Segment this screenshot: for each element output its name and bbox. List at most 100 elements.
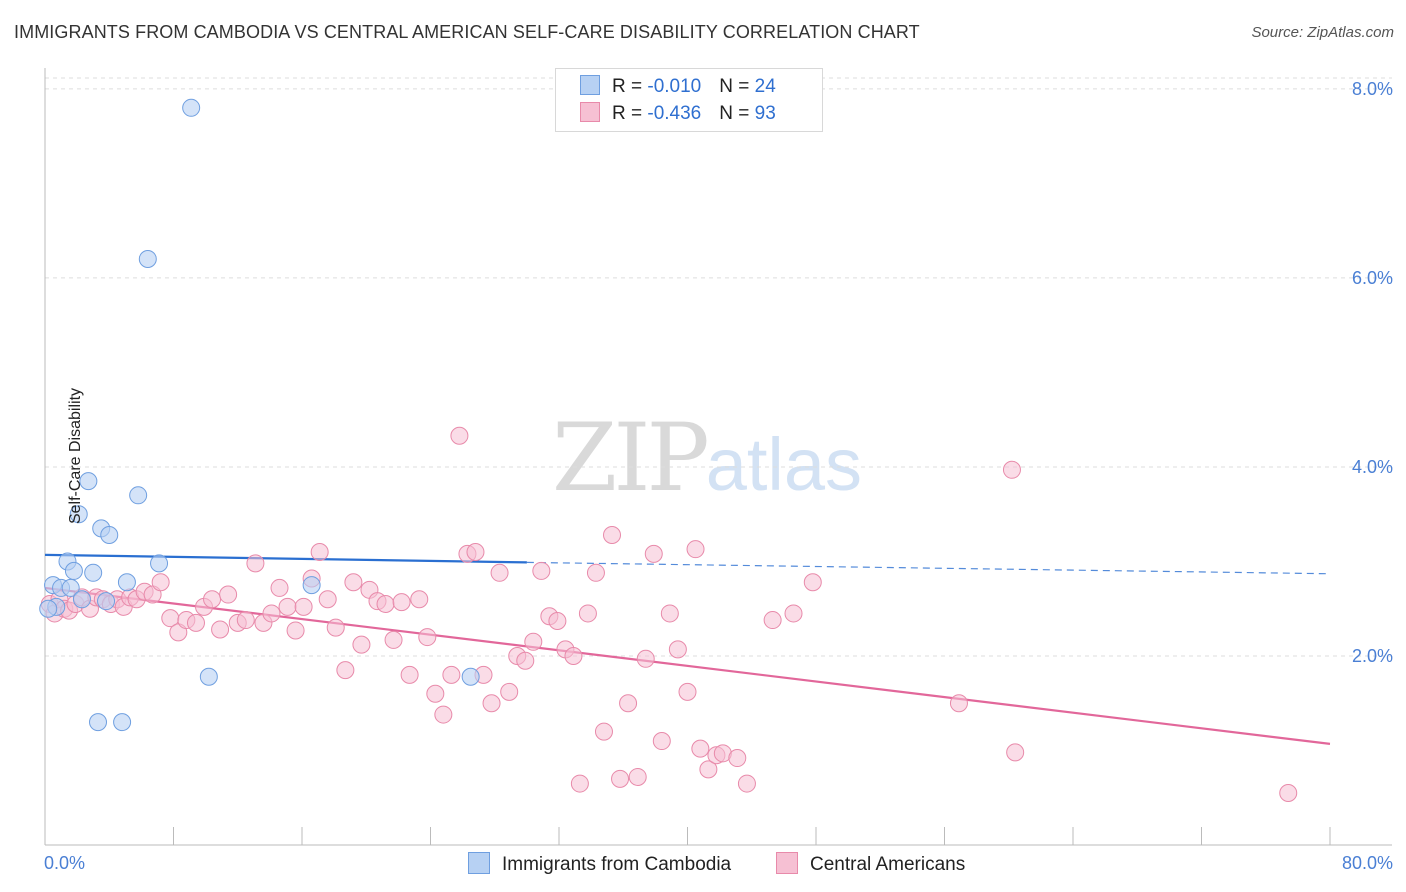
tick-labels: 2.0% 4.0% 6.0% 8.0% 0.0% 80.0% xyxy=(44,79,1393,873)
point-central-americans xyxy=(570,774,589,793)
legend-r-value: -0.436 xyxy=(647,103,702,124)
y-tick-label: 4.0% xyxy=(1352,457,1393,477)
point-central-americans xyxy=(336,661,355,680)
point-central-americans xyxy=(1002,460,1021,479)
point-central-americans xyxy=(763,611,782,630)
point-cambodia xyxy=(100,526,119,544)
trend-line-central-americans xyxy=(44,586,1331,745)
point-central-americans xyxy=(426,684,445,703)
point-cambodia xyxy=(61,578,80,597)
legend-label-cambodia: Immigrants from Cambodia xyxy=(502,854,732,875)
legend-n-label: N = xyxy=(719,103,755,124)
point-central-americans xyxy=(270,578,289,597)
point-central-americans xyxy=(586,563,605,582)
point-central-americans xyxy=(619,694,638,713)
point-cambodia xyxy=(182,98,201,117)
point-central-americans xyxy=(668,640,687,659)
legend-item-central-americans: Central Americans xyxy=(776,852,965,876)
point-central-americans xyxy=(352,635,371,654)
point-cambodia xyxy=(64,561,83,580)
point-cambodia xyxy=(39,599,58,618)
x-tick-label: 80.0% xyxy=(1342,853,1393,873)
point-cambodia xyxy=(89,713,108,732)
point-central-americans xyxy=(803,573,822,592)
point-central-americans xyxy=(652,732,671,751)
legend-r-label: R = xyxy=(612,76,648,97)
chart-title: IMMIGRANTS FROM CAMBODIA VS CENTRAL AMER… xyxy=(14,22,920,42)
legend-row-cambodia: R = -0.010 N = 24 xyxy=(580,75,776,101)
legend-n-label: N = xyxy=(719,76,755,97)
point-central-americans xyxy=(490,563,509,582)
point-central-americans xyxy=(728,749,747,768)
legend-r-label: R = xyxy=(612,103,648,124)
point-central-americans xyxy=(660,604,679,623)
legend-item-cambodia: Immigrants from Cambodia xyxy=(468,852,731,876)
point-central-americans xyxy=(262,604,281,623)
y-tick-label: 6.0% xyxy=(1352,268,1393,288)
point-central-americans xyxy=(246,554,265,573)
watermark-zip: ZIP xyxy=(552,404,710,513)
point-central-americans xyxy=(310,543,329,562)
legend-row-central-americans: R = -0.436 N = 93 xyxy=(580,102,776,128)
legend-n-value: 24 xyxy=(754,76,776,97)
point-central-americans xyxy=(151,573,170,592)
point-central-americans xyxy=(326,618,345,637)
point-central-americans xyxy=(434,705,453,724)
y-tick-label: 8.0% xyxy=(1352,79,1393,99)
trend-lines xyxy=(44,553,1331,745)
series-cambodia xyxy=(39,98,480,732)
point-central-americans xyxy=(784,604,803,623)
point-cambodia xyxy=(302,576,321,595)
series-central-americans xyxy=(40,426,1298,803)
point-central-americans xyxy=(1279,784,1298,803)
point-central-americans xyxy=(211,620,230,639)
point-central-americans xyxy=(294,597,313,616)
point-central-americans xyxy=(236,611,255,630)
y-tick-label: 2.0% xyxy=(1352,646,1393,666)
legend-swatch-pink xyxy=(776,852,798,874)
axes xyxy=(44,68,1392,846)
point-central-americans xyxy=(482,694,501,713)
point-central-americans xyxy=(410,590,429,609)
point-cambodia xyxy=(79,472,98,491)
point-central-americans xyxy=(384,630,403,649)
legend-n-value: 93 xyxy=(754,103,776,124)
point-central-americans xyxy=(524,632,543,651)
y-axis-label: Self-Care Disability xyxy=(67,387,85,525)
point-central-americans xyxy=(516,651,535,670)
point-cambodia xyxy=(117,573,136,592)
legend-swatch-blue xyxy=(468,852,490,874)
point-central-americans xyxy=(737,774,756,793)
series-legend: Immigrants from Cambodia Central America… xyxy=(0,852,1406,876)
point-central-americans xyxy=(376,594,395,613)
point-central-americans xyxy=(418,628,437,647)
point-central-americans xyxy=(603,526,622,544)
point-cambodia xyxy=(461,667,480,686)
watermark-atlas: atlas xyxy=(705,423,863,506)
point-cambodia xyxy=(199,667,218,686)
gridlines xyxy=(45,77,1392,657)
point-cambodia xyxy=(84,563,103,582)
x-tick-label: 0.0% xyxy=(44,853,85,873)
point-central-americans xyxy=(628,767,647,786)
point-central-americans xyxy=(548,612,567,631)
legend-swatch-blue xyxy=(580,75,600,95)
legend-swatch-pink xyxy=(580,102,600,122)
source-label: Source: ZipAtlas.com xyxy=(1251,24,1394,41)
point-central-americans xyxy=(686,540,705,559)
point-central-americans xyxy=(691,739,710,758)
point-cambodia xyxy=(150,554,169,573)
point-cambodia xyxy=(138,250,157,269)
point-central-americans xyxy=(400,665,419,684)
point-cambodia xyxy=(72,590,91,609)
point-central-americans xyxy=(644,544,663,563)
point-central-americans xyxy=(500,682,519,701)
point-central-americans xyxy=(186,613,205,632)
point-central-americans xyxy=(611,769,630,788)
point-central-americans xyxy=(219,585,238,604)
point-central-americans xyxy=(699,760,718,779)
point-central-americans xyxy=(318,590,337,609)
point-central-americans xyxy=(278,597,297,616)
trend-line-cambodia xyxy=(44,553,527,564)
